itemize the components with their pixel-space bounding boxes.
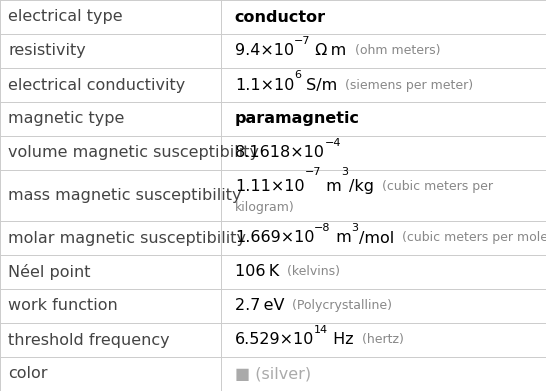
Text: 8.1618×10: 8.1618×10 <box>235 145 325 160</box>
Text: S/m: S/m <box>301 77 337 93</box>
Text: magnetic type: magnetic type <box>8 111 124 127</box>
Text: (Polycrystalline): (Polycrystalline) <box>284 300 392 312</box>
Text: paramagnetic: paramagnetic <box>235 111 360 127</box>
Text: kilogram): kilogram) <box>235 201 294 214</box>
Text: 3: 3 <box>342 167 349 177</box>
Text: work function: work function <box>8 298 118 314</box>
Text: m: m <box>321 179 342 194</box>
Text: (ohm meters): (ohm meters) <box>347 45 440 57</box>
Text: m: m <box>331 231 352 246</box>
Text: (cubic meters per: (cubic meters per <box>373 180 492 193</box>
Text: (siemens per meter): (siemens per meter) <box>337 79 473 91</box>
Text: mass magnetic susceptibility: mass magnetic susceptibility <box>8 188 242 203</box>
Text: Hz: Hz <box>328 332 354 348</box>
Text: −7: −7 <box>305 167 321 177</box>
Text: molar magnetic susceptibility: molar magnetic susceptibility <box>8 231 246 246</box>
Text: conductor: conductor <box>235 9 326 25</box>
Text: Ω m: Ω m <box>311 43 347 59</box>
Text: /kg: /kg <box>349 179 373 194</box>
Text: electrical conductivity: electrical conductivity <box>8 77 186 93</box>
Text: −7: −7 <box>294 36 311 47</box>
Text: −8: −8 <box>314 224 331 233</box>
Text: (hertz): (hertz) <box>354 334 404 346</box>
Text: (kelvins): (kelvins) <box>279 265 340 278</box>
Text: 106 K: 106 K <box>235 264 279 280</box>
Text: 1.669×10: 1.669×10 <box>235 231 314 246</box>
Text: 9.4×10: 9.4×10 <box>235 43 294 59</box>
Text: /mol: /mol <box>359 231 394 246</box>
Text: −4: −4 <box>325 138 341 149</box>
Text: 1.11×10: 1.11×10 <box>235 179 305 194</box>
Text: 3: 3 <box>352 224 359 233</box>
Text: volume magnetic susceptibility: volume magnetic susceptibility <box>8 145 259 160</box>
Text: electrical type: electrical type <box>8 9 123 25</box>
Text: 6.529×10: 6.529×10 <box>235 332 314 348</box>
Text: color: color <box>8 366 48 382</box>
Text: threshold frequency: threshold frequency <box>8 332 170 348</box>
Text: Néel point: Néel point <box>8 264 91 280</box>
Text: resistivity: resistivity <box>8 43 86 59</box>
Text: 14: 14 <box>314 325 328 335</box>
Text: 6: 6 <box>294 70 301 81</box>
Text: ■ (silver): ■ (silver) <box>235 366 311 382</box>
Text: 1.1×10: 1.1×10 <box>235 77 294 93</box>
Text: (cubic meters per mole): (cubic meters per mole) <box>394 231 546 244</box>
Text: 2.7 eV: 2.7 eV <box>235 298 284 314</box>
